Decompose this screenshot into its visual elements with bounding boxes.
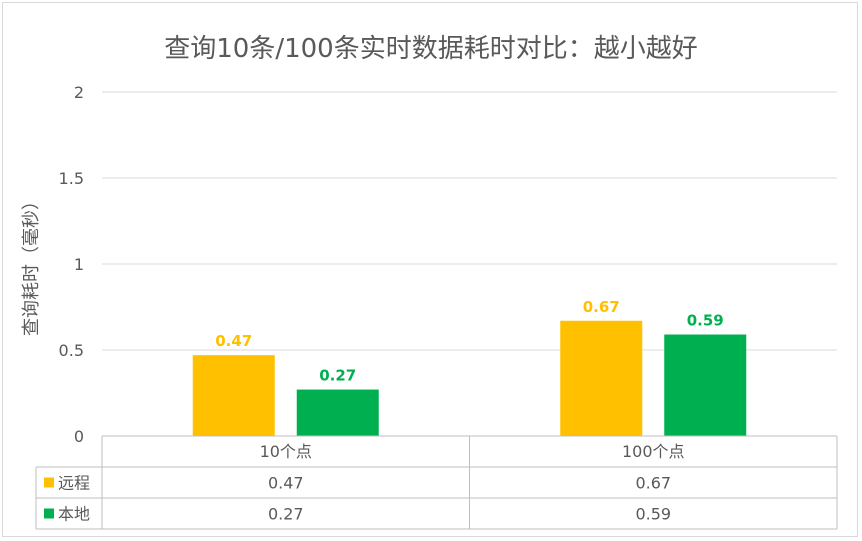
legend-label: 远程 [58,474,90,493]
table-cell: 0.47 [268,474,304,493]
y-tick-label: 0 [74,427,84,446]
data-label: 0.47 [215,332,252,350]
bar [296,389,379,436]
bar [664,334,747,436]
table-cell: 0.67 [635,474,671,493]
category-label: 10个点 [260,442,312,461]
data-label: 0.67 [583,298,620,316]
legend-label: 本地 [58,505,90,524]
y-tick-label: 1 [74,255,84,274]
table-cell: 0.27 [268,505,304,524]
bar [192,355,275,436]
legend-key [44,477,54,488]
data-label: 0.27 [319,367,356,385]
table-cell: 0.59 [635,505,671,524]
y-tick-label: 0.5 [59,341,84,360]
y-tick-label: 2 [74,83,84,102]
chart-title: 查询10条/100条实时数据耗时对比：越小越好 [164,34,698,64]
data-label: 0.59 [687,312,724,330]
category-label: 100个点 [622,442,685,461]
y-tick-label: 1.5 [59,169,84,188]
bar [560,320,643,436]
legend-key [44,508,54,519]
